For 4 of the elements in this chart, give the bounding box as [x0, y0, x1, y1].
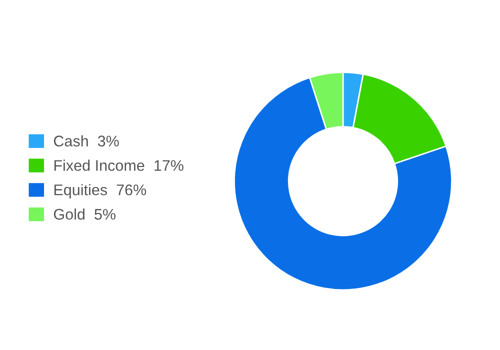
legend-label: Gold 5%	[54, 208, 116, 220]
legend-label: Cash 3%	[54, 135, 119, 146]
legend-label: Fixed Income 17%	[54, 160, 184, 171]
legend-label: Equities 76%	[54, 184, 146, 198]
